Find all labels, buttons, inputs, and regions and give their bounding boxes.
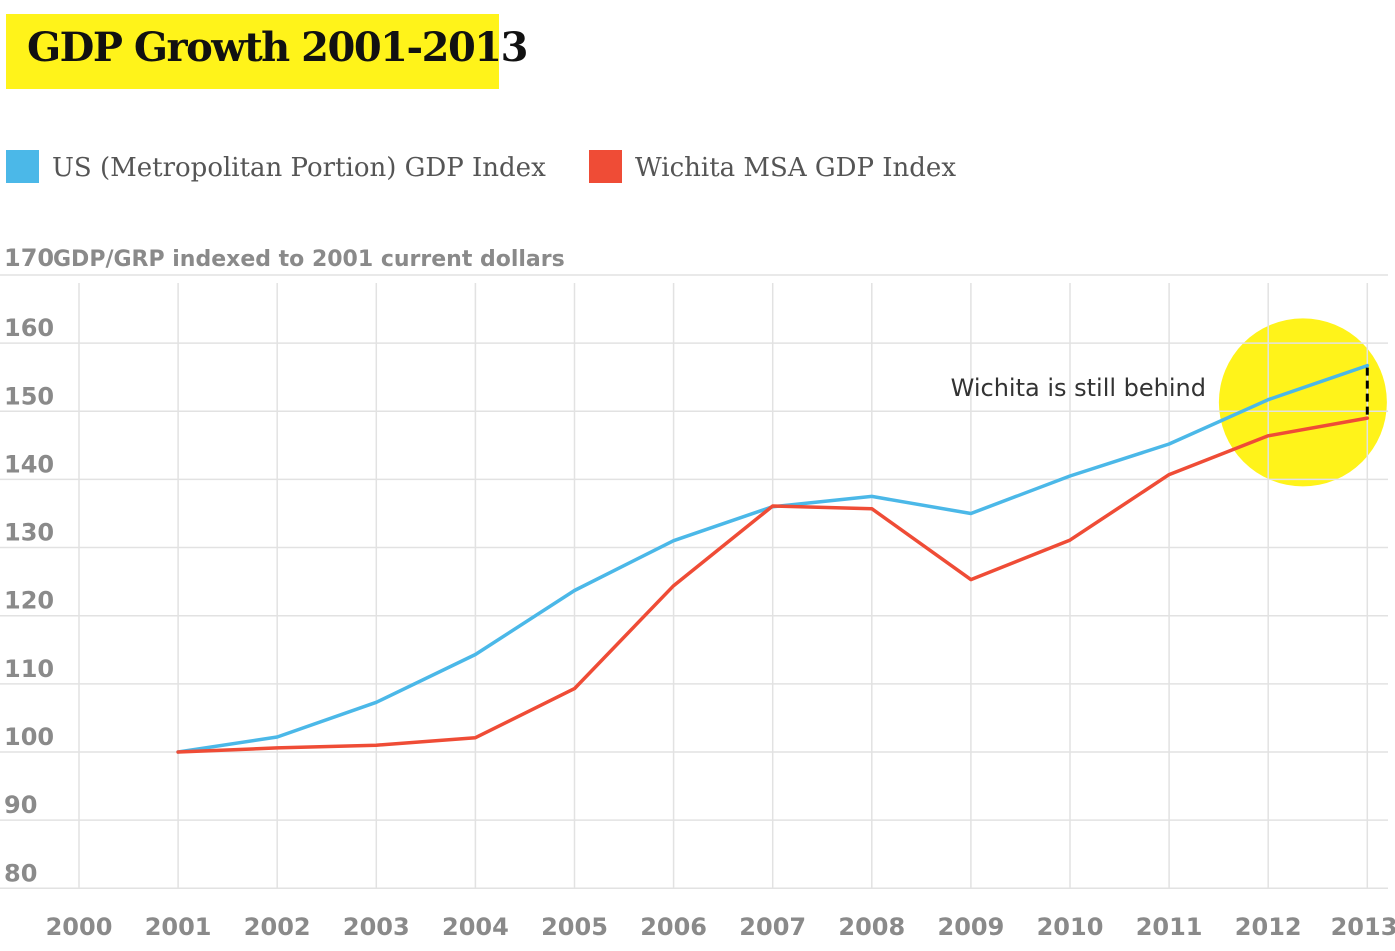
y-tick-label-120: 120 [4, 587, 54, 615]
x-tick-label-2011: 2011 [1136, 913, 1203, 941]
y-tick-label-160: 160 [4, 314, 54, 342]
x-tick-label-2013: 2013 [1331, 913, 1395, 941]
series-line-1 [176, 416, 1370, 754]
x-tick-label-2012: 2012 [1235, 913, 1302, 941]
x-tick-label-2007: 2007 [739, 913, 806, 941]
chart-title: GDP Growth 2001-2013 [27, 24, 528, 71]
legend-swatch-wichita [589, 150, 622, 183]
legend-swatch-us [6, 150, 39, 183]
y-tick-label-150: 150 [4, 382, 54, 410]
x-tick-label-2006: 2006 [640, 913, 707, 941]
x-tick-label-2004: 2004 [442, 913, 509, 941]
y-tick-label-80: 80 [4, 859, 37, 887]
x-tick-label-2001: 2001 [145, 913, 212, 941]
y-tick-label-100: 100 [4, 723, 54, 751]
y-tick-label-110: 110 [4, 655, 54, 683]
x-tick-label-2003: 2003 [343, 913, 410, 941]
x-tick-label-2008: 2008 [838, 913, 905, 941]
legend-label-us: US (Metropolitan Portion) GDP Index [52, 153, 546, 183]
y-tick-label-130: 130 [4, 519, 54, 547]
annotation-text: Wichita is still behind [951, 374, 1206, 402]
x-tick-label-2000: 2000 [46, 913, 113, 941]
y-tick-label-170: 170 [4, 244, 54, 272]
x-tick-label-2005: 2005 [541, 913, 608, 941]
highlight-circle [1218, 318, 1387, 487]
y-axis-title: GDP/GRP indexed to 2001 current dollars [53, 247, 565, 272]
y-tick-label-140: 140 [4, 450, 54, 478]
x-tick-label-2002: 2002 [244, 913, 311, 941]
title-highlight-box [6, 14, 499, 89]
x-tick-label-2009: 2009 [938, 913, 1005, 941]
x-tick-label-2010: 2010 [1037, 913, 1104, 941]
y-tick-label-90: 90 [4, 791, 37, 819]
legend-label-wichita: Wichita MSA GDP Index [635, 153, 956, 183]
